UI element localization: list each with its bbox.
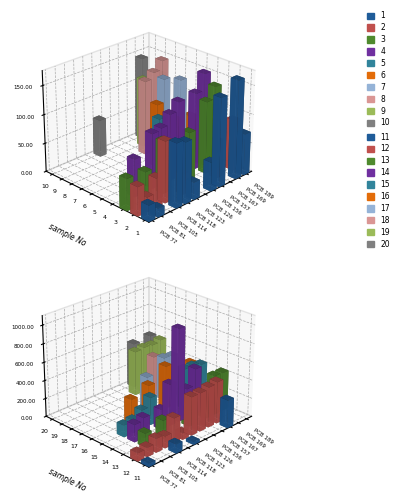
Y-axis label: sample No: sample No bbox=[47, 222, 87, 248]
Y-axis label: sample No: sample No bbox=[47, 466, 87, 492]
Legend: 11, 12, 13, 14, 15, 16, 17, 18, 19, 20: 11, 12, 13, 14, 15, 16, 17, 18, 19, 20 bbox=[367, 132, 390, 248]
Legend: 1, 2, 3, 4, 5, 6, 7, 8, 9, 10: 1, 2, 3, 4, 5, 6, 7, 8, 9, 10 bbox=[367, 12, 390, 128]
